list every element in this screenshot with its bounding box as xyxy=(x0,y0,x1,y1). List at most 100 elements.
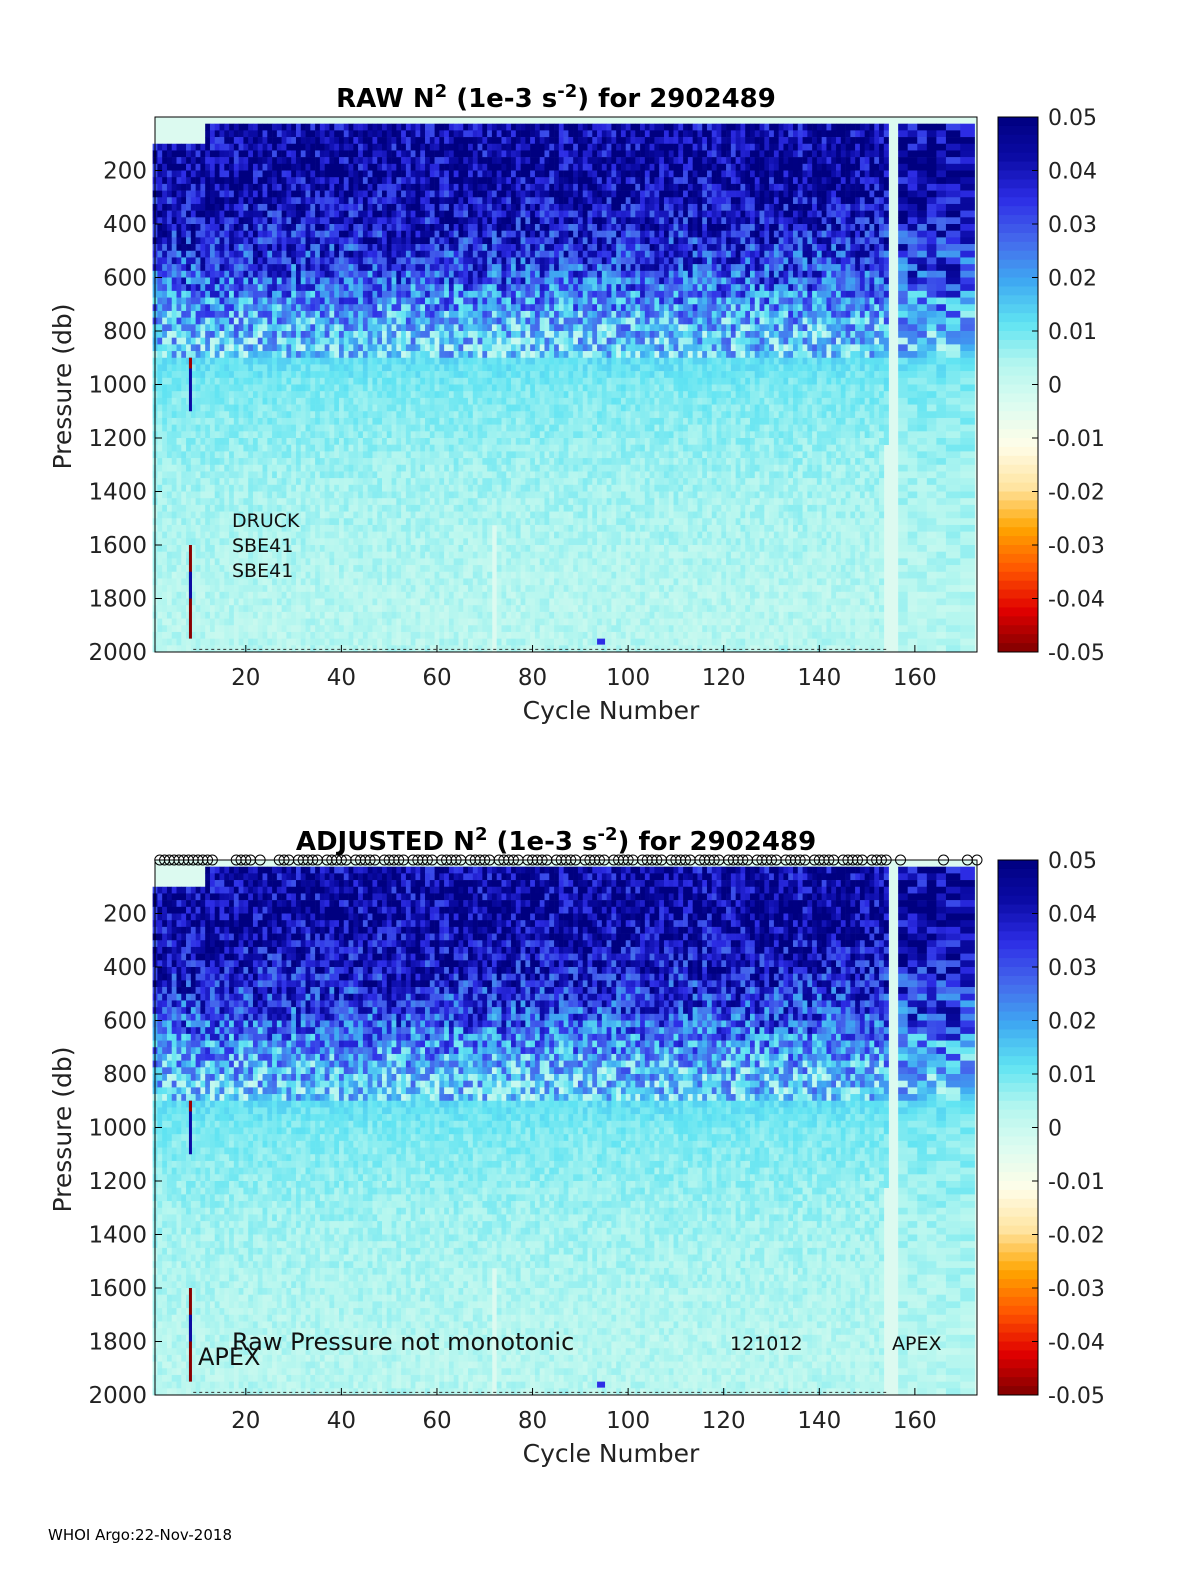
heatmap-cell xyxy=(157,190,163,198)
heatmap-cell xyxy=(310,605,316,613)
heatmap-cell xyxy=(319,331,325,338)
heatmap-cell xyxy=(200,377,206,385)
heatmap-cell xyxy=(272,310,278,318)
heatmap-cell xyxy=(205,143,211,151)
heatmap-cell xyxy=(200,631,206,639)
heatmap-cell xyxy=(176,511,182,519)
heatmap-cell xyxy=(248,451,254,459)
heatmap-cell xyxy=(401,591,407,599)
heatmap-cell xyxy=(272,424,278,432)
heatmap-cell xyxy=(410,123,416,131)
heatmap-cell xyxy=(434,324,440,332)
heatmap-cell xyxy=(420,130,426,138)
heatmap-cell xyxy=(315,284,321,292)
heatmap-cell xyxy=(329,531,335,539)
heatmap-cell xyxy=(262,391,268,399)
heatmap-cell xyxy=(200,331,206,338)
heatmap-cell xyxy=(272,524,278,532)
heatmap-cell xyxy=(372,545,378,552)
heatmap-cell xyxy=(181,304,187,312)
heatmap-cell xyxy=(276,257,282,265)
heatmap-cell xyxy=(353,170,359,178)
heatmap-cell xyxy=(382,631,388,639)
heatmap-cell xyxy=(338,424,345,432)
heatmap-cell xyxy=(410,391,416,399)
heatmap-cell xyxy=(300,538,306,546)
heatmap-cell xyxy=(425,571,431,579)
heatmap-cell xyxy=(358,197,364,205)
heatmap-cell xyxy=(315,250,321,258)
heatmap-cell xyxy=(429,177,435,185)
heatmap-cell xyxy=(401,277,407,285)
heatmap-cell xyxy=(410,304,416,312)
heatmap-cell xyxy=(190,297,196,305)
heatmap-cell xyxy=(405,290,411,298)
heatmap-cell xyxy=(329,404,335,412)
heatmap-cell xyxy=(358,244,364,252)
heatmap-cell xyxy=(448,331,454,338)
heatmap-cell xyxy=(343,290,349,298)
heatmap-cell xyxy=(448,371,454,379)
heatmap-cell xyxy=(200,190,206,198)
heatmap-cell xyxy=(334,605,340,613)
heatmap-cell xyxy=(372,391,378,399)
heatmap-cell xyxy=(190,524,196,532)
heatmap-cell xyxy=(353,190,359,198)
heatmap-cell xyxy=(377,471,383,479)
heatmap-cell xyxy=(229,157,235,165)
heatmap-cell xyxy=(315,143,321,151)
heatmap-cell xyxy=(305,598,311,606)
heatmap-cell xyxy=(267,250,273,258)
heatmap-cell xyxy=(372,511,378,519)
heatmap-cell xyxy=(353,591,359,599)
heatmap-cell xyxy=(286,545,292,552)
heatmap-cell xyxy=(367,270,373,278)
heatmap-cell xyxy=(372,257,378,265)
heatmap-cell xyxy=(405,377,411,385)
heatmap-cell xyxy=(329,177,335,185)
heatmap-cell xyxy=(243,391,249,399)
heatmap-cell xyxy=(243,317,249,325)
heatmap-cell xyxy=(281,438,287,445)
heatmap-cell xyxy=(405,625,411,633)
heatmap-cell xyxy=(214,277,220,285)
heatmap-cell xyxy=(329,417,335,425)
heatmap-cell xyxy=(305,230,311,238)
heatmap-cell xyxy=(181,210,187,218)
heatmap-cell xyxy=(434,511,440,519)
heatmap-cell xyxy=(262,384,268,392)
heatmap-cell xyxy=(276,377,282,385)
heatmap-cell xyxy=(353,183,359,191)
heatmap-cell xyxy=(281,130,287,138)
heatmap-cell xyxy=(166,438,173,445)
heatmap-cell xyxy=(334,384,340,392)
heatmap-cell xyxy=(334,484,340,492)
heatmap-cell xyxy=(439,645,445,653)
heatmap-cell xyxy=(186,578,192,586)
heatmap-cell xyxy=(434,618,440,626)
heatmap-cell xyxy=(195,203,201,211)
heatmap-cell xyxy=(248,424,254,432)
heatmap-cell xyxy=(305,645,311,653)
heatmap-cell xyxy=(276,270,282,278)
heatmap-cell xyxy=(238,137,244,145)
heatmap-cell xyxy=(190,458,196,466)
heatmap-cell xyxy=(214,197,220,205)
heatmap-cell xyxy=(334,631,340,639)
heatmap-cell xyxy=(444,270,450,278)
heatmap-cell xyxy=(324,270,330,278)
heatmap-cell xyxy=(324,183,330,191)
heatmap-cell xyxy=(310,458,316,466)
heatmap-cell xyxy=(338,605,345,613)
heatmap-cell xyxy=(386,224,392,231)
heatmap-cell xyxy=(305,123,311,131)
heatmap-cell xyxy=(262,157,268,165)
heatmap-cell xyxy=(382,545,388,552)
heatmap-cell xyxy=(391,244,397,252)
heatmap-cell xyxy=(396,551,402,559)
heatmap-cell xyxy=(281,471,287,479)
heatmap-cell xyxy=(405,605,411,613)
heatmap-cell xyxy=(396,190,402,198)
heatmap-cell xyxy=(434,217,440,225)
heatmap-cell xyxy=(377,511,383,519)
